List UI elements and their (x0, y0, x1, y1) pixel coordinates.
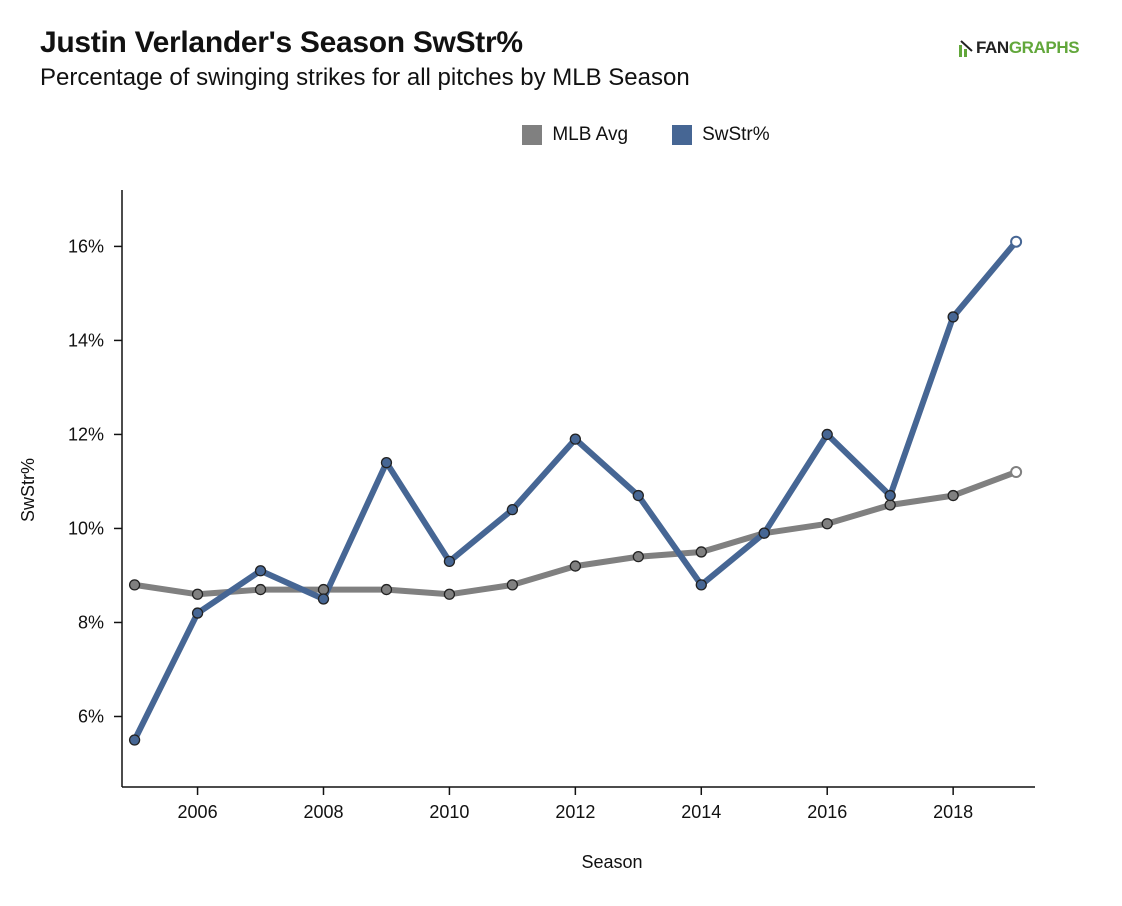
y-tick-label: 16% (68, 236, 104, 256)
swstr-point[interactable] (758, 527, 770, 539)
swstr-point[interactable] (506, 504, 519, 516)
mlb-avg-point[interactable] (317, 583, 330, 596)
y-tick-label: 8% (78, 612, 104, 632)
mlb-avg-point[interactable] (884, 499, 896, 511)
x-tick-label: 2014 (681, 802, 721, 822)
swstr-line (131, 238, 1020, 743)
swstr-point[interactable] (695, 579, 707, 591)
chart-title: Justin Verlander's Season SwStr% (40, 26, 523, 59)
legend-item-mlb-avg[interactable]: MLB Avg (352, 124, 628, 146)
logo-text-graphs: GRAPHS (1008, 38, 1080, 57)
y-tick-label: 14% (68, 330, 104, 350)
swstr-point[interactable] (254, 565, 267, 577)
swstr-point[interactable] (443, 555, 456, 568)
chart-points (128, 235, 1023, 746)
fangraphs-logo[interactable]: FAN GRAPHS (958, 38, 1080, 58)
x-tick-label: 2008 (303, 802, 343, 822)
x-tick-label: 2006 (178, 802, 218, 822)
mlb-avg-point[interactable] (632, 551, 644, 563)
x-tick-label: 2010 (429, 802, 469, 822)
y-axis-label: SwStr% (18, 458, 38, 522)
mlb-avg-point[interactable] (1010, 466, 1023, 479)
mlb-avg-point[interactable] (128, 579, 141, 591)
legend-label-mlb-avg: MLB Avg (552, 124, 629, 145)
x-axis-label: Season (581, 852, 642, 872)
mlb-avg-point[interactable] (569, 560, 582, 572)
x-tick-label: 2018 (933, 802, 973, 822)
swstr-point[interactable] (1010, 235, 1023, 248)
legend-item-swstr[interactable]: SwStr% (672, 124, 770, 146)
swstr-point[interactable] (947, 311, 959, 323)
mlb-avg-point[interactable] (821, 518, 833, 530)
swstr-point[interactable] (632, 489, 644, 502)
legend: MLB Avg SwStr% (0, 124, 1122, 146)
mlb-avg-point[interactable] (254, 583, 267, 596)
mlb-avg-point[interactable] (380, 583, 393, 596)
swstr-point[interactable] (569, 433, 582, 445)
x-tick-label: 2016 (807, 802, 847, 822)
y-tick-label: 10% (68, 518, 104, 538)
y-tick-label: 6% (78, 706, 104, 726)
mlb-avg-point[interactable] (506, 579, 519, 591)
swstr-point[interactable] (884, 489, 896, 502)
swstr-point[interactable] (821, 428, 833, 441)
legend-swatch-mlb-avg (522, 125, 543, 145)
fangraphs-batter-icon (959, 40, 973, 57)
logo-text-fan: FAN (976, 38, 1009, 57)
chart-lines (131, 238, 1020, 743)
swstr-point[interactable] (380, 456, 393, 469)
mlb-avg-point[interactable] (947, 489, 959, 502)
swstr-point[interactable] (191, 607, 204, 619)
mlb-avg-point[interactable] (443, 588, 456, 600)
x-tick-label: 2012 (555, 802, 595, 822)
swstr-point[interactable] (128, 734, 141, 746)
mlb-avg-point[interactable] (695, 546, 707, 558)
legend-swatch-swstr (672, 125, 693, 145)
chart-subtitle: Percentage of swinging strikes for all p… (40, 64, 690, 91)
mlb-avg-point[interactable] (191, 588, 204, 600)
chart-axes: 6% 8% 10% 12% 14% 16% 2006 2008 2010 2012 2014 2016… (68, 190, 1035, 822)
legend-label-swstr: SwStr% (702, 124, 770, 145)
swstr-point[interactable] (317, 593, 330, 605)
y-tick-label: 12% (68, 424, 104, 444)
